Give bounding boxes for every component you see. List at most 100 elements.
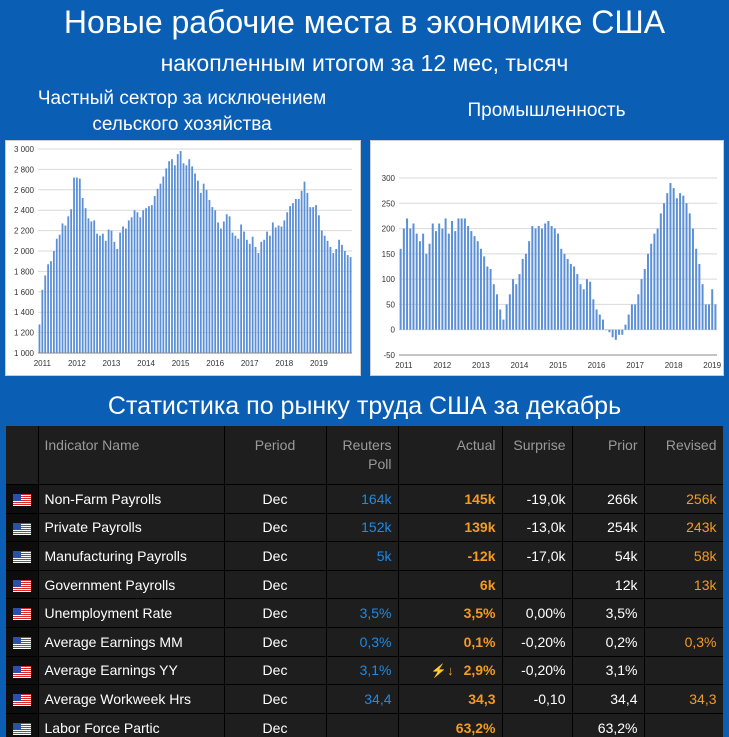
- bar: [630, 304, 633, 330]
- bar: [447, 233, 450, 330]
- surprise-cell: -0,20%: [502, 626, 573, 657]
- actual-cell: 145k: [398, 484, 503, 514]
- private-sector-chart: 1 000 1 200 1 400 1 600 1 800 2 000 2 200 2 400…: [14, 145, 352, 368]
- bar: [343, 251, 346, 353]
- private-sector-chart-panel: 1 000 1 200 1 400 1 600 1 800 2 000 2 200 2 400…: [5, 140, 361, 376]
- table-row[interactable]: Average Earnings MM Dec 0,3% 0,1% -0,20% 0,2%…: [6, 626, 723, 657]
- bar: [283, 220, 286, 353]
- bar: [634, 304, 637, 330]
- table-row[interactable]: Private Payrolls Dec 152k 139k -13,0k 254k 243…: [6, 512, 723, 542]
- col-header-prior[interactable]: Prior: [572, 426, 645, 485]
- bar: [245, 239, 248, 353]
- col-header-revised[interactable]: Revised: [644, 426, 723, 485]
- bar: [566, 258, 569, 330]
- y-tick-label: 200: [382, 225, 396, 234]
- bar: [185, 165, 188, 353]
- bar: [425, 253, 428, 330]
- col-header-surprise[interactable]: Surprise: [502, 426, 573, 485]
- y-tick-label: 300: [382, 174, 396, 183]
- bar: [243, 231, 245, 353]
- x-tick-label: 2013: [472, 361, 490, 370]
- prior-cell-value: 3,1%: [605, 662, 638, 679]
- chart-left-title: Частный сектор за исключением сельского …: [37, 88, 327, 135]
- table-title: Статистика по рынку труда США за декабрь: [107, 392, 622, 420]
- flag-cell: [6, 598, 39, 628]
- bar: [99, 235, 101, 353]
- x-tick-label: 2017: [626, 361, 644, 370]
- bar: [595, 309, 598, 330]
- y-tick-label: 1 600: [14, 288, 35, 297]
- bar: [714, 304, 717, 330]
- bar: [618, 329, 621, 335]
- prior-cell: 0,2%: [572, 626, 645, 657]
- bar: [650, 243, 653, 330]
- bar: [70, 209, 73, 353]
- bar: [104, 240, 107, 353]
- bar: [682, 195, 685, 330]
- bar: [84, 208, 87, 353]
- bar: [306, 192, 309, 353]
- indicator-name-value: Unemployment Rate: [44, 605, 173, 622]
- bar: [637, 294, 640, 330]
- y-tick-label: 50: [386, 300, 395, 309]
- flag-cell: [6, 655, 39, 685]
- bar: [251, 236, 254, 353]
- bar: [76, 177, 78, 353]
- bar: [508, 294, 511, 330]
- period-cell-value: Dec: [262, 576, 288, 593]
- bar: [300, 190, 303, 353]
- x-tick-label: 2016: [588, 361, 606, 370]
- bar: [698, 263, 701, 330]
- actual-cell-value: 2,9%: [463, 661, 496, 678]
- prior-cell-value: 266k: [607, 490, 638, 507]
- surprise-cell-value: -0,10: [533, 690, 566, 707]
- indicator-name-value: Average Earnings YY: [44, 662, 178, 679]
- bar: [463, 218, 466, 330]
- bar: [228, 216, 231, 353]
- bar: [444, 218, 447, 330]
- bar: [685, 203, 688, 330]
- table-row[interactable]: Average Earnings YY Dec 3,1% ⚡↓ 2,9% -0,20% 3,…: [6, 655, 723, 685]
- bar: [41, 289, 44, 353]
- bar: [194, 173, 196, 353]
- bar: [67, 216, 70, 353]
- col-header-indicator[interactable]: Indicator Name: [38, 426, 225, 485]
- bar: [708, 304, 710, 330]
- table-row[interactable]: Non-Farm Payrolls Dec 164k 145k -19,0k 266k 25…: [6, 484, 723, 514]
- bar: [505, 304, 508, 330]
- bar: [349, 257, 352, 353]
- bar: [289, 206, 291, 353]
- prior-cell: 63,2%: [572, 712, 645, 737]
- table-row[interactable]: Manufacturing Payrolls Dec 5k -12k -17,0k 54k…: [6, 541, 723, 571]
- bar: [119, 232, 122, 353]
- bar: [96, 233, 98, 353]
- prior-cell-value: 0,2%: [605, 633, 638, 650]
- col-header-actual[interactable]: Actual: [398, 426, 503, 485]
- bar: [608, 329, 611, 333]
- bar: [329, 246, 332, 353]
- surprise-cell-value: -19,0k: [526, 490, 566, 507]
- col-header-period[interactable]: Period: [224, 426, 327, 485]
- bar: [231, 232, 234, 353]
- poll-cell-value: 0,3%: [359, 633, 392, 650]
- bar: [560, 248, 563, 330]
- revised-cell: 58k: [644, 541, 723, 571]
- indicator-name-value: Average Earnings MM: [44, 633, 183, 650]
- bar: [521, 258, 524, 330]
- table-row[interactable]: Average Workweek Hrs Dec 34,4 34,3 -0,10 34,4…: [6, 684, 723, 714]
- table-row[interactable]: Unemployment Rate Dec 3,5% 3,5% 0,00% 3,5%: [6, 598, 723, 628]
- actual-cell: ⚡↓ 2,9%: [398, 655, 503, 685]
- x-tick-label: 2012: [68, 359, 86, 368]
- table-row[interactable]: Government Payrolls Dec 6k 12k 13k: [6, 569, 723, 599]
- bar: [81, 197, 84, 353]
- bar: [277, 225, 280, 353]
- surprise-cell: -13,0k: [502, 512, 573, 542]
- bar: [675, 198, 678, 330]
- bar: [512, 279, 515, 330]
- actual-cell-value: 34,3: [468, 690, 496, 707]
- col-header-poll[interactable]: Reuters Poll: [326, 426, 399, 485]
- bar: [179, 151, 182, 353]
- bar: [341, 244, 343, 353]
- bar: [263, 239, 266, 353]
- table-row[interactable]: Labor Force Partic Dec 63,2% 63,2%: [6, 712, 723, 737]
